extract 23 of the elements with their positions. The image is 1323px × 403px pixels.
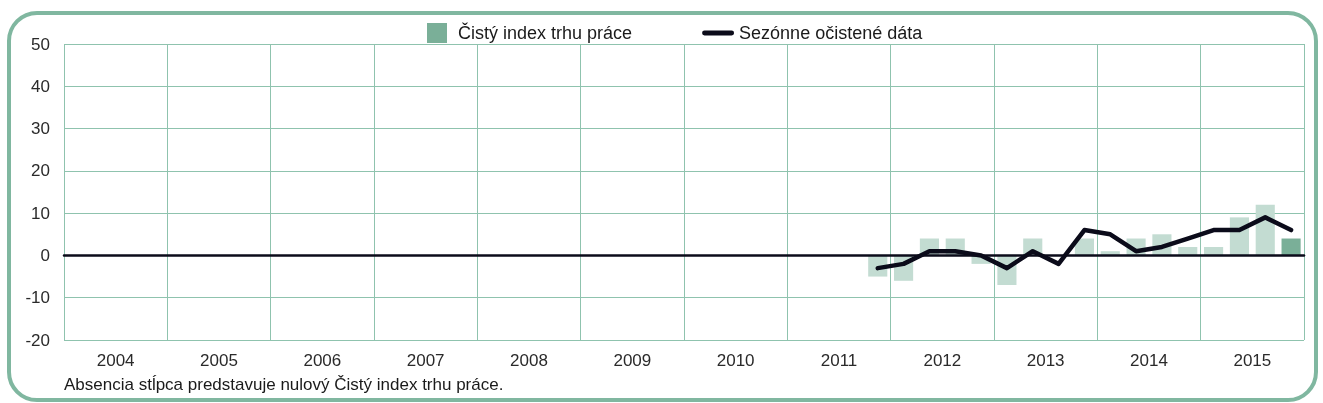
text: Absencia stĺpca predstavuje nulový Čistý index trhu práce.	[64, 375, 504, 394]
x-tick-label: 2015	[1233, 351, 1272, 370]
y-tick-label: 30	[31, 119, 50, 139]
x-tick-label: 2009	[613, 351, 652, 370]
x-tick-label: 2010	[716, 351, 755, 370]
legend-label: Sezónne očistené dáta	[739, 23, 924, 43]
x-tick-label: 2006	[303, 351, 342, 370]
y-tick-label: 20	[31, 161, 50, 181]
x-tick-label: 2005	[200, 351, 238, 370]
y-tick-label: 40	[31, 76, 50, 96]
y-tick-label: 10	[31, 203, 50, 223]
x-tick-label: 2013	[1026, 351, 1065, 370]
x-tick-label: 2012	[923, 351, 962, 370]
x-tick-label: 2004	[96, 351, 135, 370]
legend-label: Čistý index trhu práce	[458, 22, 633, 43]
x-tick-label: 2014	[1130, 351, 1168, 370]
x-tick-label: 2007	[406, 351, 445, 370]
y-tick-label: 0	[40, 245, 50, 265]
y-tick-label: -10	[25, 288, 50, 308]
y-tick-label: -20	[25, 330, 50, 350]
x-tick-label: 2011	[820, 351, 858, 370]
y-tick-label: 50	[31, 34, 50, 54]
x-tick-label: 2008	[510, 351, 548, 370]
